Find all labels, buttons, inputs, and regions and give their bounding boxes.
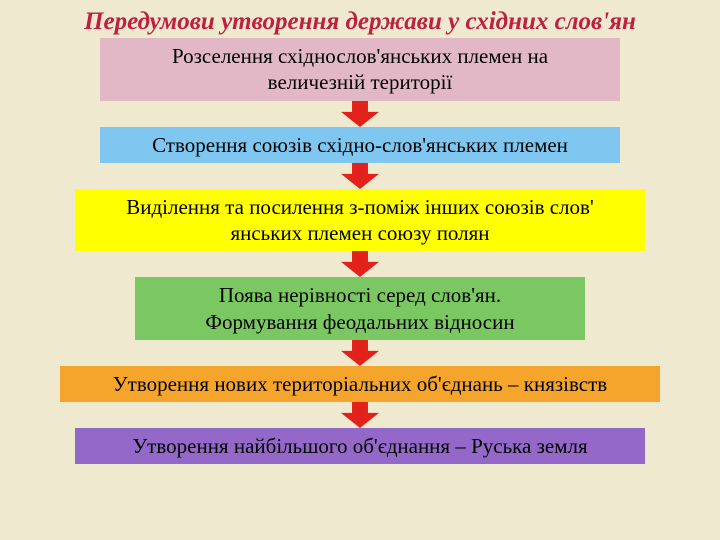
arrow-down-icon	[341, 163, 379, 189]
flow-box-0: Розселення східнослов'янських племен нав…	[100, 38, 620, 101]
flow-box-1: Створення союзів східно-слов'янських пле…	[100, 127, 620, 163]
flow-box-1-line-0: Створення союзів східно-слов'янських пле…	[152, 132, 568, 158]
flow-box-2-line-1: янських племен союзу полян	[230, 220, 489, 246]
flow-box-3-line-0: Поява нерівності серед слов'ян.	[219, 282, 501, 308]
flow-box-3: Поява нерівності серед слов'ян.Формуванн…	[135, 277, 585, 340]
arrow-down-icon	[341, 251, 379, 277]
flow-box-3-line-1: Формування феодальних відносин	[205, 309, 514, 335]
arrow-down-icon	[341, 101, 379, 127]
arrow-down-icon	[341, 340, 379, 366]
flow-box-5: Утворення найбільшого об'єднання – Руськ…	[75, 428, 645, 464]
diagram-title: Передумови утворення держави у східних с…	[0, 8, 720, 36]
flow-box-2-line-0: Виділення та посилення з-поміж інших сою…	[126, 194, 594, 220]
flow-box-4: Утворення нових територіальних об'єднань…	[60, 366, 660, 402]
flow-box-5-line-0: Утворення найбільшого об'єднання – Руськ…	[132, 433, 587, 459]
flow-box-2: Виділення та посилення з-поміж інших сою…	[75, 189, 645, 252]
flow-box-0-line-0: Розселення східнослов'янських племен на	[172, 43, 548, 69]
flow-box-4-line-0: Утворення нових територіальних об'єднань…	[113, 371, 607, 397]
arrow-down-icon	[341, 402, 379, 428]
flow-box-0-line-1: величезній території	[268, 69, 453, 95]
flow-container: Розселення східнослов'янських племен нав…	[0, 38, 720, 464]
